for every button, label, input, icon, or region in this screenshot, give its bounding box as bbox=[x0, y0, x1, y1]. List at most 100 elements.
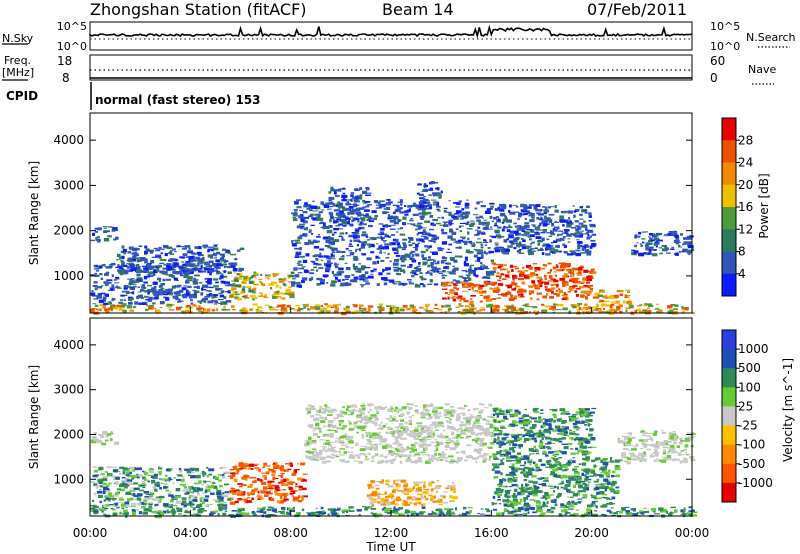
scatter-cell bbox=[275, 478, 279, 480]
scatter-cell bbox=[375, 406, 382, 409]
scatter-cell bbox=[449, 288, 454, 291]
scatter-cell bbox=[328, 257, 331, 260]
scatter-cell bbox=[325, 460, 331, 463]
scatter-cell bbox=[552, 266, 556, 270]
scatter-cell bbox=[355, 442, 359, 446]
scatter-cell bbox=[408, 406, 413, 410]
scatter-cell bbox=[383, 252, 386, 254]
scatter-cell bbox=[366, 446, 373, 449]
scatter-cell bbox=[93, 438, 100, 442]
scatter-cell bbox=[353, 421, 358, 424]
scatter-cell bbox=[379, 309, 385, 311]
scatter-cell bbox=[584, 512, 589, 515]
scatter-cell bbox=[588, 220, 592, 222]
scatter-cell bbox=[99, 489, 102, 491]
scatter-cell bbox=[636, 235, 641, 238]
scatter-cell bbox=[359, 448, 366, 452]
scatter-cell bbox=[415, 269, 421, 272]
scatter-cell bbox=[616, 306, 621, 310]
scatter-cell bbox=[159, 259, 166, 261]
scatter-cell bbox=[419, 412, 423, 415]
scatter-cell bbox=[342, 224, 347, 227]
scatter-cell bbox=[534, 267, 541, 271]
scatter-cell bbox=[312, 255, 318, 258]
scatter-cell bbox=[394, 436, 399, 440]
scatter-cell bbox=[270, 287, 273, 290]
scatter-cell bbox=[296, 251, 301, 254]
scatter-cell bbox=[233, 473, 236, 477]
scatter-cell bbox=[185, 503, 191, 506]
scatter-cell bbox=[382, 224, 388, 228]
scatter-cell bbox=[576, 209, 580, 211]
scatter-cell bbox=[465, 222, 469, 226]
scatter-cell bbox=[342, 207, 347, 211]
scatter-cell bbox=[243, 467, 248, 470]
scatter-cell bbox=[561, 509, 566, 513]
scatter-cell bbox=[470, 220, 475, 222]
scatter-cell bbox=[408, 244, 413, 247]
scatter-cell bbox=[241, 476, 247, 480]
scatter-cell bbox=[502, 513, 505, 515]
scatter-cell bbox=[363, 424, 368, 429]
scatter-cell bbox=[499, 275, 502, 279]
scatter-cell bbox=[375, 243, 379, 245]
scatter-cell bbox=[140, 289, 145, 292]
scatter-cell bbox=[332, 509, 337, 512]
scatter-cell bbox=[348, 234, 354, 238]
scatter-cell bbox=[483, 453, 489, 456]
scatter-cell bbox=[443, 514, 446, 516]
scatter-cell bbox=[481, 217, 484, 219]
scatter-cell bbox=[476, 437, 480, 441]
scatter-cell bbox=[469, 414, 472, 416]
scatter-cell bbox=[589, 287, 594, 291]
scatter-cell bbox=[394, 406, 398, 410]
scatter-cell bbox=[159, 466, 162, 468]
scatter-cell bbox=[139, 474, 143, 478]
scatter-cell bbox=[187, 492, 190, 494]
scatter-cell bbox=[369, 237, 374, 240]
scatter-cell bbox=[489, 283, 492, 285]
scatter-cell bbox=[182, 484, 185, 487]
scatter-cell bbox=[223, 305, 226, 309]
scatter-cell bbox=[495, 275, 502, 277]
scatter-cell bbox=[411, 242, 416, 245]
scatter-cell bbox=[479, 294, 483, 296]
scatter-cell bbox=[542, 295, 547, 299]
scatter-cell bbox=[158, 246, 162, 250]
scatter-cell bbox=[444, 403, 450, 406]
scatter-cell bbox=[152, 281, 158, 285]
scatter-cell bbox=[469, 266, 472, 270]
scatter-cell bbox=[550, 305, 556, 309]
scatter-cell bbox=[473, 272, 476, 277]
scatter-cell bbox=[527, 306, 533, 308]
scatter-cell bbox=[252, 480, 257, 484]
scatter-cell bbox=[144, 477, 147, 481]
scatter-cell bbox=[667, 232, 673, 236]
scatter-cell bbox=[413, 309, 418, 312]
scatter-cell bbox=[452, 296, 456, 298]
scatter-cell bbox=[196, 504, 203, 508]
scatter-cell bbox=[455, 306, 460, 308]
scatter-cell bbox=[106, 279, 113, 282]
scatter-cell bbox=[165, 271, 168, 275]
scatter-cell bbox=[153, 473, 158, 477]
scatter-cell bbox=[397, 436, 402, 439]
scatter-cell bbox=[161, 291, 167, 294]
scatter-cell bbox=[204, 309, 209, 314]
scatter-cell bbox=[431, 238, 434, 240]
scatter-cell bbox=[445, 257, 448, 259]
scatter-cell bbox=[184, 268, 190, 271]
scatter-cell bbox=[294, 201, 299, 205]
colorbar-swatch bbox=[722, 162, 736, 186]
scatter-cell bbox=[410, 510, 416, 514]
scatter-cell bbox=[365, 187, 369, 189]
scatter-cell bbox=[609, 294, 614, 297]
scatter-cell bbox=[523, 205, 528, 208]
freq-tick-top: 18 bbox=[57, 54, 72, 68]
scatter-cell bbox=[144, 290, 149, 293]
scatter-cell bbox=[455, 417, 461, 422]
scatter-cell bbox=[419, 275, 423, 279]
scatter-cell bbox=[483, 280, 488, 284]
scatter-cell bbox=[184, 511, 190, 514]
scatter-cell bbox=[227, 271, 232, 274]
